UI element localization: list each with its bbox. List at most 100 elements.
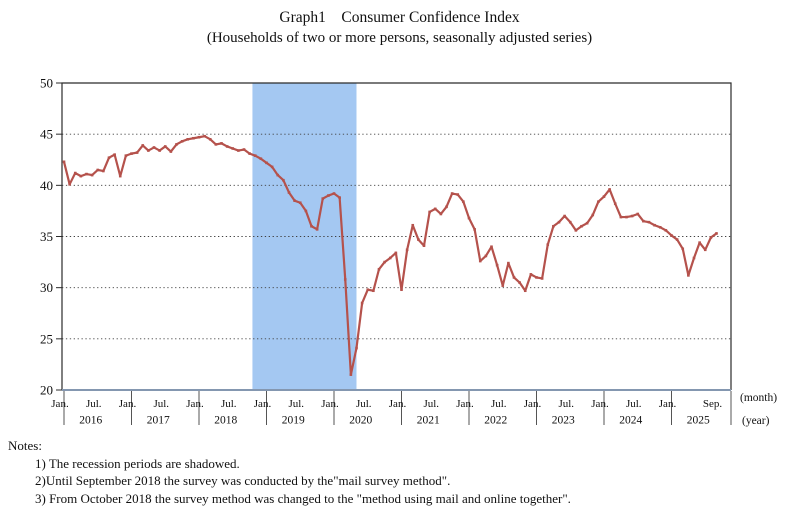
data-point-marker: [208, 137, 212, 141]
x-month-label-2023-07: Jul.: [558, 398, 574, 410]
data-point-marker: [670, 234, 673, 237]
data-point-marker: [124, 154, 128, 157]
data-point-marker: [338, 196, 341, 199]
x-month-label-2019-01: Jan.: [254, 398, 272, 410]
data-point-marker: [90, 173, 94, 177]
y-tick-label-35: 35: [40, 229, 53, 244]
x-year-label-2020: 2020: [349, 415, 372, 427]
data-point-marker: [619, 215, 623, 219]
data-point-marker: [248, 152, 251, 155]
note-item-1: 1) The recession periods are shadowed.: [35, 455, 240, 471]
y-tick-label-45: 45: [40, 127, 53, 142]
data-point-marker: [512, 276, 516, 279]
data-point-marker: [135, 151, 139, 154]
data-point-marker: [366, 288, 370, 292]
data-point-marker: [417, 238, 420, 241]
data-point-marker: [231, 147, 235, 150]
x-year-label-2021: 2021: [417, 415, 440, 427]
data-point-marker: [141, 144, 145, 147]
x-month-label-2023-01: Jan.: [524, 398, 542, 410]
data-point-marker: [411, 223, 415, 227]
note-item-2: 2)Until September 2018 the survey was co…: [35, 473, 451, 488]
x-month-label-2022-07: Jul.: [491, 398, 507, 410]
x-year-label-2022: 2022: [484, 415, 507, 427]
data-point-marker: [298, 201, 302, 205]
data-point-marker: [276, 173, 280, 177]
data-point-marker: [664, 229, 668, 232]
x-month-label-2025-01: Jan.: [659, 398, 677, 410]
x-month-label-2017-01: Jan.: [119, 398, 137, 410]
notes-heading: Notes:: [8, 438, 42, 453]
data-point-marker: [658, 225, 662, 229]
data-point-marker: [383, 260, 386, 264]
data-point-marker: [220, 142, 223, 145]
data-point-marker: [495, 263, 499, 267]
x-unit-year-label: (year): [742, 415, 770, 427]
data-point-marker: [287, 191, 291, 194]
x-month-label-2017-07: Jul.: [153, 398, 169, 410]
data-point-marker: [642, 219, 645, 223]
data-point-marker: [625, 215, 628, 219]
data-point-marker: [394, 251, 398, 255]
data-point-marker: [518, 281, 521, 284]
data-point-marker: [73, 171, 77, 175]
data-point-marker: [574, 229, 578, 232]
data-point-marker: [163, 145, 167, 148]
plot-border: [61, 82, 732, 390]
data-point-marker: [85, 172, 88, 176]
y-tick-label-50: 50: [40, 76, 53, 91]
data-point-marker: [377, 267, 381, 271]
data-point-marker: [180, 140, 184, 143]
data-point-marker: [388, 256, 392, 260]
data-point-marker: [282, 178, 285, 182]
data-point-marker: [169, 150, 173, 153]
x-year-label-2019: 2019: [282, 415, 305, 427]
data-point-marker: [118, 174, 122, 178]
data-point-marker: [613, 202, 617, 206]
x-month-label-2016-07: Jul.: [86, 398, 102, 410]
note-item-3: 3) From October 2018 the survey method w…: [35, 490, 571, 506]
data-point-marker: [467, 216, 471, 220]
data-point-marker: [186, 137, 190, 141]
x-year-label-2016: 2016: [79, 415, 102, 427]
y-tick-label-40: 40: [40, 178, 53, 193]
data-point-marker: [585, 221, 589, 225]
data-point-marker: [360, 301, 364, 305]
y-tick-label-30: 30: [40, 280, 53, 295]
data-point-marker: [152, 146, 156, 149]
data-point-marker: [687, 274, 690, 277]
x-month-label-2021-01: Jan.: [389, 398, 407, 410]
notes-block: Notes: 1) The recession periods are shad…: [8, 437, 571, 507]
data-point-marker: [372, 289, 375, 293]
data-point-marker: [484, 254, 488, 258]
x-month-label-2016-01: Jan.: [51, 398, 69, 410]
chart-subtitle: (Households of two or more persons, seas…: [206, 30, 593, 46]
data-point-marker: [214, 143, 218, 146]
data-point-marker: [405, 248, 409, 252]
data-point-marker: [107, 156, 111, 160]
data-point-marker: [175, 143, 178, 146]
data-point-marker: [563, 214, 566, 218]
data-point-marker: [501, 284, 505, 287]
y-tick-label-25: 25: [40, 331, 53, 346]
x-year-label-2025: 2025: [687, 415, 710, 427]
x-year-label-2018: 2018: [214, 415, 237, 427]
data-point-marker: [450, 192, 454, 195]
data-point-marker: [343, 278, 347, 281]
data-point-marker: [355, 346, 358, 350]
x-year-label-2023: 2023: [552, 415, 575, 427]
data-point-marker: [715, 232, 718, 235]
data-point-marker: [68, 183, 71, 186]
data-point-marker: [681, 247, 685, 251]
x-month-label-2021-07: Jul.: [423, 398, 439, 410]
data-point-marker: [602, 195, 606, 198]
data-point-marker: [636, 212, 640, 216]
data-point-marker: [130, 152, 133, 155]
data-point-marker: [304, 209, 308, 213]
x-month-label-2024-01: Jan.: [591, 398, 609, 410]
data-point-marker: [675, 238, 679, 241]
data-point-marker: [473, 228, 476, 231]
data-point-marker: [332, 192, 336, 195]
